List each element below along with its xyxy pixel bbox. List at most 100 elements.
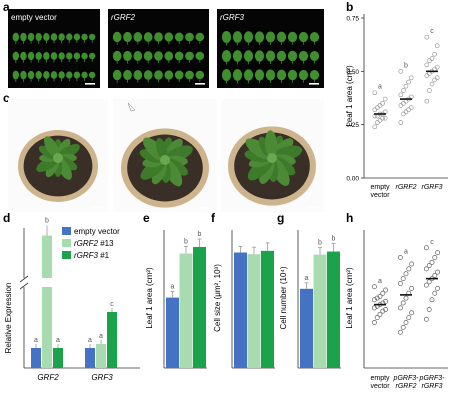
panel-label-a: a — [3, 0, 10, 14]
data-point — [377, 118, 383, 123]
data-point — [397, 255, 403, 260]
leaf — [185, 32, 194, 42]
bar — [179, 253, 193, 368]
leaf — [309, 31, 320, 43]
data-point — [377, 311, 383, 317]
data-point — [432, 290, 438, 296]
data-point — [398, 103, 404, 108]
leaf — [43, 52, 50, 60]
data-point — [382, 115, 388, 121]
data-point — [398, 68, 404, 74]
scale-bar — [309, 83, 319, 85]
leaf — [298, 69, 309, 81]
category-label: GRF2 — [37, 373, 59, 382]
leaf — [112, 50, 122, 62]
data-point — [424, 34, 430, 40]
data-point — [429, 259, 435, 265]
leaf — [27, 32, 35, 42]
panel-c — [8, 99, 324, 212]
leaf — [66, 33, 73, 41]
data-point — [372, 90, 378, 96]
leaf — [276, 69, 287, 81]
photo-label-empty-vector: empty vector — [11, 13, 57, 22]
category-label: vector — [370, 192, 390, 199]
leaf — [88, 71, 96, 79]
bar — [31, 348, 41, 368]
data-point — [380, 308, 386, 314]
data-point — [401, 111, 406, 117]
data-point — [426, 279, 432, 285]
bar — [234, 252, 247, 368]
legend-swatch — [62, 251, 71, 259]
significance-letter: a — [34, 337, 38, 344]
category-label: rGRF3 — [422, 184, 443, 191]
significance-letter: c — [430, 28, 434, 35]
data-point — [434, 43, 440, 49]
data-points: a a c — [371, 239, 441, 335]
data-point — [427, 58, 432, 64]
data-point — [423, 316, 429, 322]
leaf — [287, 69, 298, 81]
y-tick-label: 0.50 — [346, 69, 359, 76]
data-point — [401, 100, 406, 106]
significance-letter: b — [404, 62, 408, 69]
y-ticks: 0.00 0.25 0.50 0.75 — [346, 16, 364, 183]
leaf — [195, 51, 205, 61]
bar — [166, 297, 179, 368]
leaf — [112, 69, 122, 81]
bar — [85, 348, 95, 368]
leaf — [164, 70, 174, 80]
data-point — [406, 266, 412, 272]
data-point — [371, 284, 377, 290]
photo-label-rgrf3: rGRF3 — [220, 13, 245, 22]
panel-label-f: f — [211, 211, 216, 225]
leaf — [185, 70, 194, 80]
significance-letter: a — [56, 337, 60, 344]
data-point — [432, 255, 438, 260]
panel-e: Leaf 1 area (cm²) a b b — [145, 230, 207, 369]
data-point — [408, 75, 414, 81]
leaf — [81, 33, 88, 41]
y-tick-label: 0.75 — [346, 16, 359, 23]
leaf — [154, 51, 163, 61]
axis-break-mark — [19, 282, 29, 290]
leaf — [20, 51, 27, 61]
leaf — [265, 69, 276, 81]
significance-letter: a — [378, 84, 382, 91]
leaf — [265, 50, 276, 62]
data-point — [371, 305, 377, 311]
bar — [107, 312, 117, 368]
leaf — [143, 32, 153, 42]
y-axis-label: Leaf 1 area (cm²) — [145, 267, 154, 329]
data-point — [429, 56, 435, 61]
leaf — [174, 32, 184, 42]
category-label: pGRF3- — [393, 375, 420, 382]
data-point — [408, 105, 414, 110]
significance-letter: a — [88, 337, 92, 344]
y-tick-label: 0.25 — [346, 122, 359, 129]
data-point — [383, 298, 389, 304]
data-point — [409, 310, 415, 316]
significance-letter: b — [45, 218, 49, 225]
panel-h: Leaf 1 area (cm²) emptyvectorpGRF3-rGRF2… — [345, 230, 448, 390]
data-point — [398, 92, 404, 98]
leaf — [12, 51, 20, 61]
data-point — [432, 272, 438, 278]
photo-label-rgrf2: rGRF2 — [111, 13, 136, 22]
panel-f: Cell size (μm², 10³) — [213, 230, 275, 369]
data-point — [406, 79, 411, 85]
leaf — [27, 51, 35, 61]
bar — [313, 254, 327, 368]
leaf — [243, 69, 254, 81]
data-point — [409, 285, 415, 291]
data-point — [424, 73, 430, 78]
legend: empty vector rGRF2 #13 rGRF3 #1 — [62, 227, 120, 260]
data-point — [375, 120, 380, 125]
data-point — [397, 329, 403, 335]
panel-label-d: d — [3, 211, 10, 225]
panel-label-c: c — [3, 91, 10, 105]
leaf — [287, 50, 298, 62]
data-point — [374, 315, 380, 321]
data-point — [427, 88, 432, 93]
bar — [327, 251, 340, 368]
